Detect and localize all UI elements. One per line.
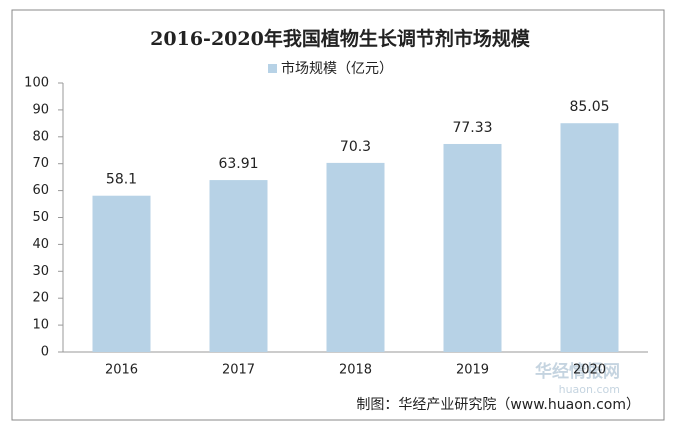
watermark: 华经情报网 [535, 361, 620, 382]
value-label: 63.91 [218, 156, 258, 172]
bar [560, 123, 619, 352]
y-tick-label: 40 [32, 237, 49, 252]
value-label: 77.33 [452, 120, 492, 136]
legend-label: 市场规模（亿元） [281, 60, 393, 77]
watermark: huaon.com [559, 383, 620, 396]
source: 制图：华经产业研究院（www.huaon.com） [356, 397, 640, 413]
bar [92, 195, 151, 352]
value-label: 85.05 [569, 99, 609, 115]
y-tick-label: 20 [32, 291, 49, 306]
y-tick-label: 80 [32, 129, 49, 144]
bar [326, 162, 385, 352]
x-tick-label: 2019 [456, 363, 489, 378]
value-label: 58.1 [106, 172, 137, 188]
y-tick-label: 60 [32, 183, 49, 198]
y-tick-label: 70 [32, 156, 49, 171]
x-tick-label: 2018 [339, 363, 372, 378]
y-tick-label: 90 [32, 102, 49, 117]
x-tick-label: 2016 [105, 363, 138, 378]
y-tick-label: 10 [32, 318, 49, 333]
chart-title: 2016-2020年我国植物生长调节剂市场规模 [150, 27, 531, 50]
legend-swatch [268, 64, 277, 73]
bar [443, 143, 502, 352]
y-tick-label: 100 [24, 76, 49, 91]
value-label: 70.3 [340, 139, 371, 155]
bar [209, 180, 268, 352]
x-tick-label: 2020 [573, 363, 606, 378]
y-tick-label: 50 [32, 210, 49, 225]
y-tick-label: 30 [32, 264, 49, 279]
y-tick-label: 0 [41, 345, 49, 360]
x-tick-label: 2017 [222, 363, 255, 378]
